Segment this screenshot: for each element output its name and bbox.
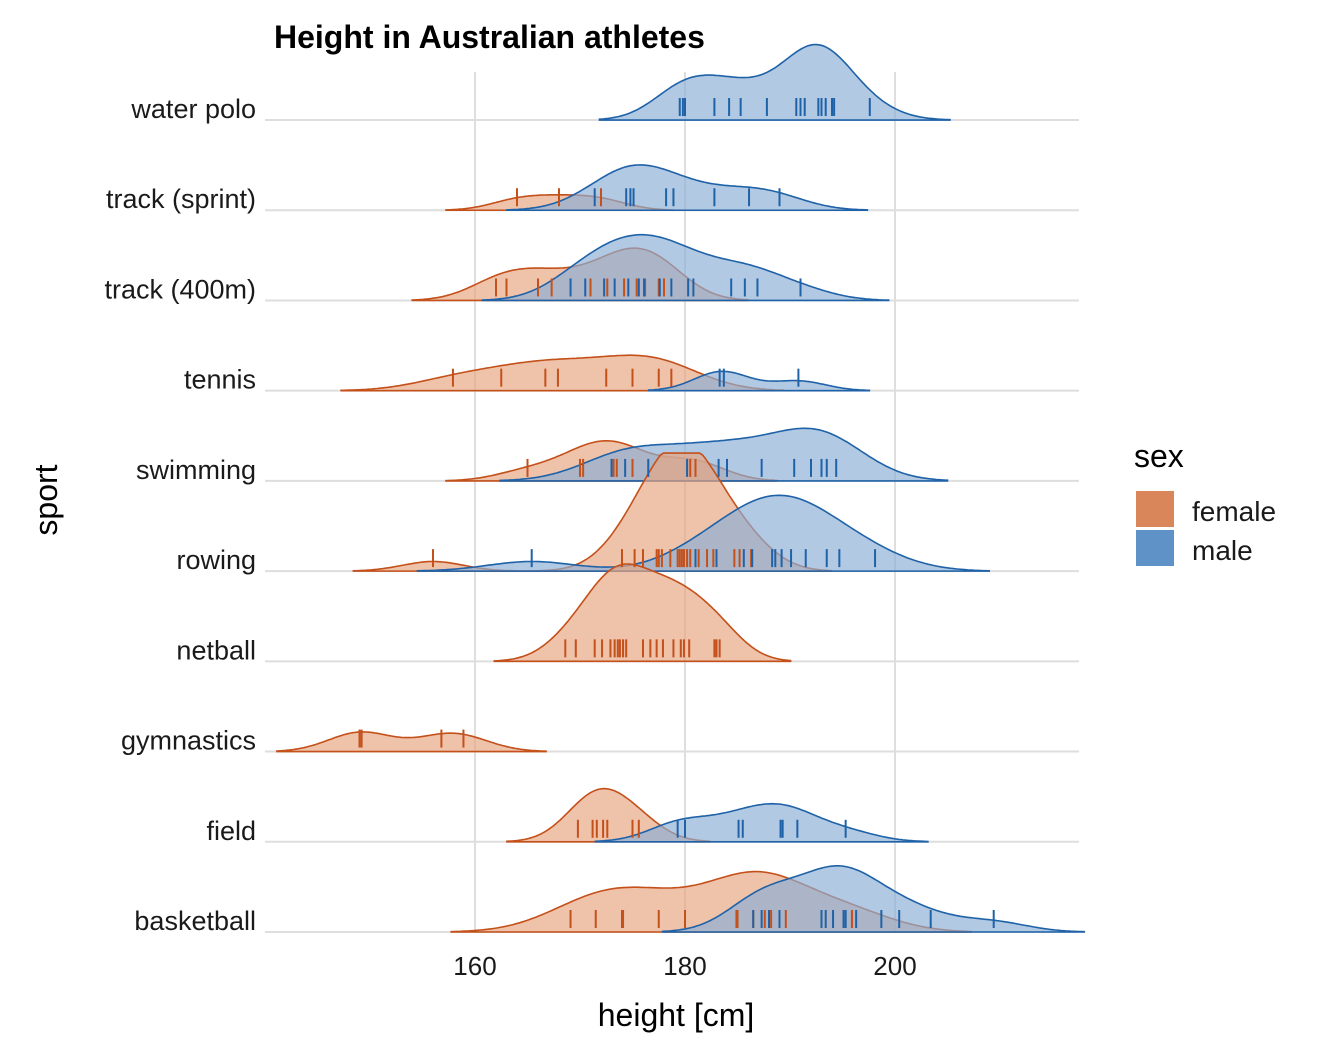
x-tick-label-160: 160 <box>453 951 496 981</box>
legend-swatch-female <box>1136 491 1174 527</box>
category-label-water-polo: water polo <box>130 94 256 124</box>
ridge-female-netball <box>493 563 792 663</box>
ridge-male-rowing <box>416 494 990 572</box>
category-label-netball: netball <box>176 635 256 665</box>
ridge-male-tennis <box>647 370 871 392</box>
legend-label-male: male <box>1192 535 1253 566</box>
category-labels: basketball field gymnastics netball rowing sw… <box>104 94 256 936</box>
y-axis-title: sport <box>28 464 64 535</box>
category-label-gymnastics: gymnastics <box>121 726 256 756</box>
ridge-male-track-400m <box>481 233 890 302</box>
ridge-female-gymnastics <box>276 731 547 753</box>
x-axis-title: height [cm] <box>598 997 755 1033</box>
x-tick-labels: 160 180 200 <box>453 951 916 981</box>
category-label-swimming: swimming <box>136 455 256 485</box>
rug-layer <box>358 98 995 928</box>
category-label-track-sprint: track (sprint) <box>106 184 256 214</box>
ridge-male-track-sprint <box>506 164 869 212</box>
x-tick-label-200: 200 <box>873 951 916 981</box>
legend-label-female: female <box>1192 496 1276 527</box>
ridge-layer <box>276 43 1086 933</box>
legend-title: sex <box>1134 438 1184 474</box>
chart-title: Height in Australian athletes <box>274 19 705 55</box>
category-label-tennis: tennis <box>184 365 256 395</box>
legend-swatch-male <box>1136 530 1174 566</box>
category-label-field: field <box>206 816 256 846</box>
legend: sex female male <box>1134 438 1276 566</box>
category-label-basketball: basketball <box>134 906 256 936</box>
ridge-male-water-polo <box>598 43 951 121</box>
category-label-rowing: rowing <box>176 545 256 575</box>
x-tick-label-180: 180 <box>663 951 706 981</box>
category-label-track-400m: track (400m) <box>104 274 256 304</box>
